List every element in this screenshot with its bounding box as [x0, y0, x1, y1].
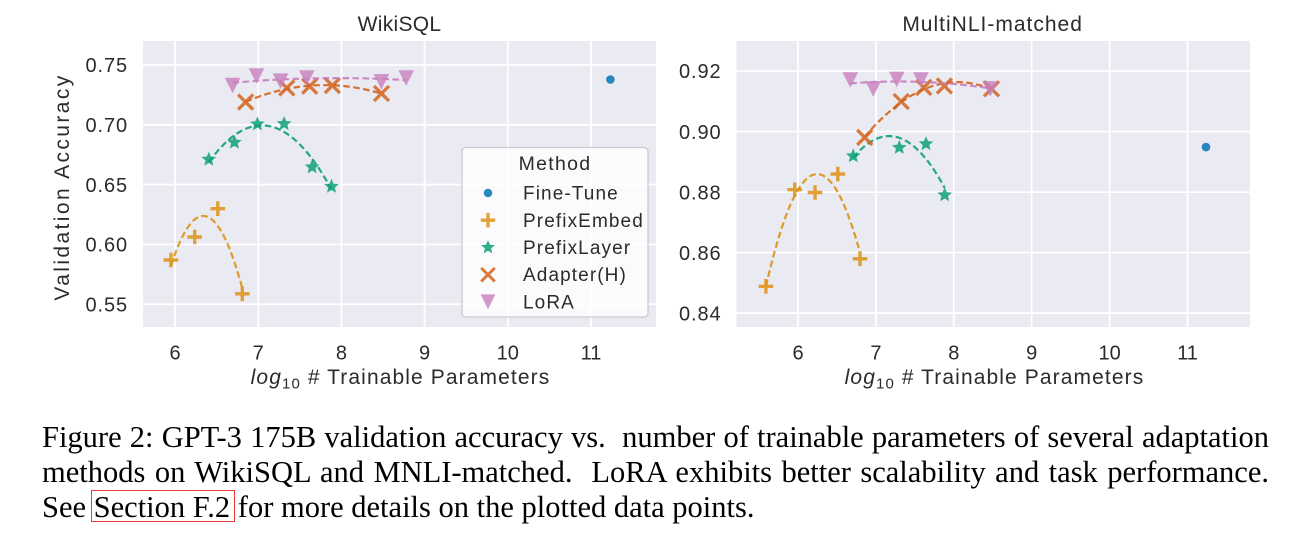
svg-text:11: 11: [1177, 343, 1198, 365]
svg-text:6: 6: [169, 343, 180, 365]
svg-text:log10 # Trainable Parameters: log10 # Trainable Parameters: [251, 366, 551, 393]
svg-text:7: 7: [253, 343, 264, 365]
svg-text:PrefixLayer: PrefixLayer: [523, 238, 631, 259]
svg-text:0.65: 0.65: [85, 175, 128, 197]
svg-text:9: 9: [1026, 343, 1037, 365]
svg-text:Fine-Tune: Fine-Tune: [523, 184, 619, 205]
svg-text:Method: Method: [519, 153, 592, 175]
svg-text:10: 10: [497, 343, 519, 365]
svg-text:0.55: 0.55: [85, 294, 128, 316]
svg-text:log10 # Trainable Parameters: log10 # Trainable Parameters: [845, 366, 1145, 393]
svg-text:Adapter(H): Adapter(H): [523, 265, 627, 286]
svg-text:0.86: 0.86: [679, 243, 722, 265]
svg-text:PrefixEmbed: PrefixEmbed: [523, 211, 644, 232]
svg-text:9: 9: [419, 343, 430, 365]
svg-text:7: 7: [870, 343, 881, 365]
svg-text:0.84: 0.84: [679, 303, 722, 325]
svg-text:0.90: 0.90: [679, 122, 722, 144]
svg-text:8: 8: [948, 343, 959, 365]
svg-text:MultiNLI-matched: MultiNLI-matched: [902, 13, 1083, 36]
svg-text:10: 10: [1098, 343, 1120, 365]
svg-text:LoRA: LoRA: [523, 292, 575, 313]
svg-text:0.60: 0.60: [85, 235, 128, 257]
svg-text:11: 11: [581, 343, 602, 365]
svg-text:8: 8: [336, 343, 347, 365]
svg-text:0.70: 0.70: [85, 115, 128, 137]
svg-text:0.75: 0.75: [85, 55, 128, 77]
svg-text:0.88: 0.88: [679, 182, 722, 204]
svg-text:WikiSQL: WikiSQL: [358, 13, 442, 36]
svg-text:Validation Accuracy: Validation Accuracy: [51, 73, 74, 300]
svg-text:0.92: 0.92: [679, 61, 722, 83]
svg-text:6: 6: [792, 343, 803, 365]
